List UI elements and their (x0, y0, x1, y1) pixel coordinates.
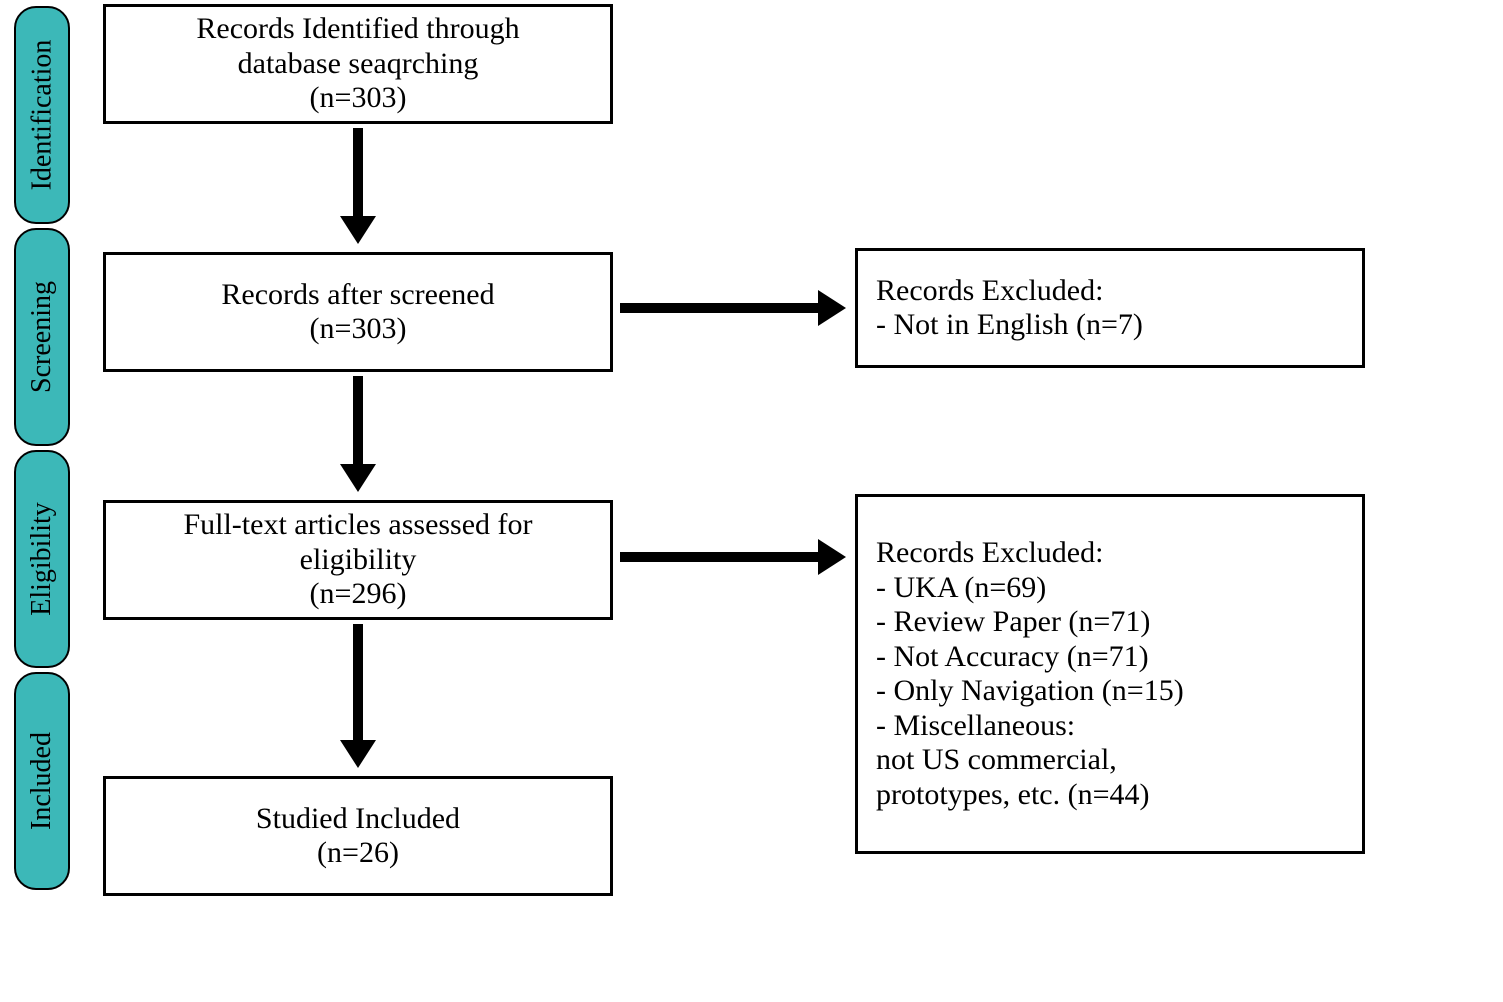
box-line: - UKA (n=69) (876, 571, 1046, 606)
box-line: Full-text articles assessed for (183, 508, 532, 543)
box-excluded-screening: Records Excluded: - Not in English (n=7) (855, 248, 1365, 368)
stage-label-text: Eligibility (26, 502, 58, 616)
box-screened: Records after screened (n=303) (103, 252, 613, 372)
stage-label-text: Screening (26, 281, 58, 393)
box-line: (n=296) (310, 577, 407, 612)
box-line: - Not in English (n=7) (876, 308, 1143, 343)
box-line: - Miscellaneous: (876, 709, 1075, 744)
box-line: Records Excluded: (876, 536, 1103, 571)
box-line: (n=26) (317, 836, 399, 871)
box-line: prototypes, etc. (n=44) (876, 778, 1150, 813)
box-line: database seaqrching (238, 47, 479, 82)
box-line: - Only Navigation (n=15) (876, 674, 1184, 709)
box-excluded-eligibility: Records Excluded: - UKA (n=69) - Review … (855, 494, 1365, 854)
box-line: Records after screened (221, 278, 494, 313)
box-line: (n=303) (310, 312, 407, 347)
box-line: - Review Paper (n=71) (876, 605, 1150, 640)
stage-label-text: Identification (26, 40, 58, 191)
stage-label-text: Included (26, 732, 58, 830)
box-line: Records Identified through (196, 12, 519, 47)
box-line: eligibility (300, 543, 417, 578)
stage-identification: Identification (14, 6, 70, 224)
box-line: (n=303) (310, 81, 407, 116)
stage-eligibility: Eligibility (14, 450, 70, 668)
stage-screening: Screening (14, 228, 70, 446)
box-included: Studied Included (n=26) (103, 776, 613, 896)
box-line: - Not Accuracy (n=71) (876, 640, 1149, 675)
box-line: Studied Included (256, 802, 460, 837)
box-line: Records Excluded: (876, 274, 1103, 309)
stage-included: Included (14, 672, 70, 890)
box-line: not US commercial, (876, 743, 1117, 778)
box-identified: Records Identified through database seaq… (103, 4, 613, 124)
box-eligibility: Full-text articles assessed for eligibil… (103, 500, 613, 620)
